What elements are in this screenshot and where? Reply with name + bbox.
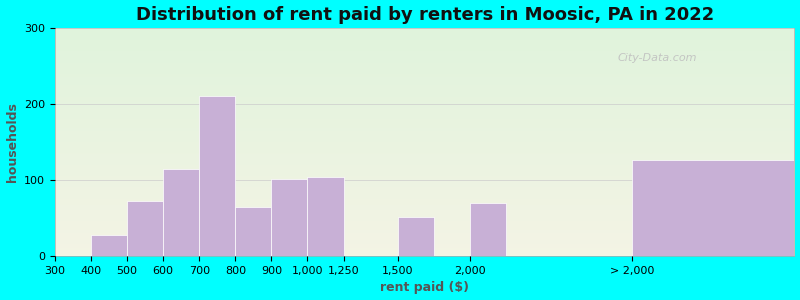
Bar — [398, 217, 434, 256]
Text: City-Data.com: City-Data.com — [618, 52, 698, 63]
Bar — [307, 177, 343, 256]
Bar — [235, 207, 271, 256]
Bar — [91, 235, 127, 256]
Bar — [127, 201, 163, 256]
Bar — [470, 203, 506, 256]
X-axis label: rent paid ($): rent paid ($) — [380, 281, 470, 294]
Bar — [632, 160, 794, 256]
Y-axis label: households: households — [6, 102, 18, 182]
Title: Distribution of rent paid by renters in Moosic, PA in 2022: Distribution of rent paid by renters in … — [135, 6, 714, 24]
Bar — [271, 178, 307, 256]
Bar — [199, 96, 235, 256]
Bar — [163, 169, 199, 256]
